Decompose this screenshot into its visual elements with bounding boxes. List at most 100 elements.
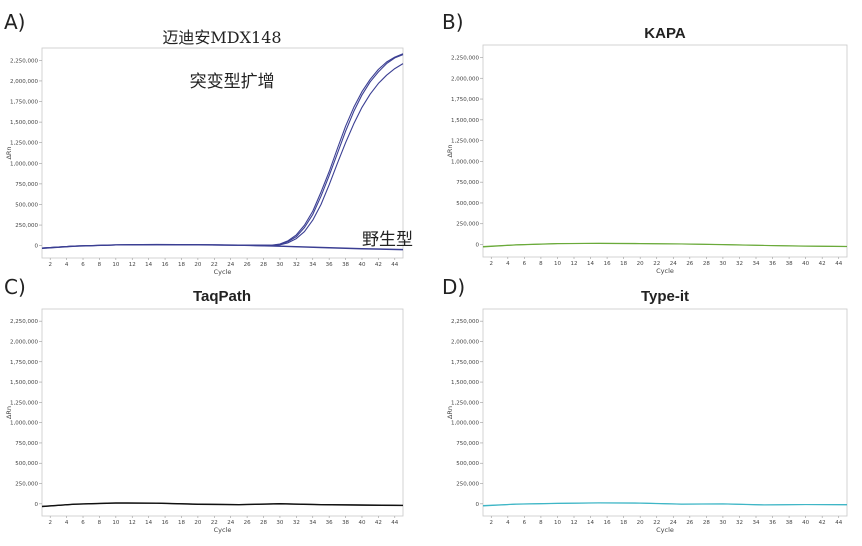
panel-a: A) 迈迪安MDX148 0 250,000 500,000 750,000 1,000… <box>0 0 430 276</box>
x-tick-label: 40 <box>802 261 809 267</box>
y-tick-label: 2,250,000 <box>451 319 479 325</box>
y-tick-label: 1,750,000 <box>451 360 479 366</box>
x-tick-label: 38 <box>342 262 349 268</box>
y-tick-label: 1,250,000 <box>10 400 38 406</box>
x-tick-label: 34 <box>753 520 760 526</box>
y-tick-label: 2,250,000 <box>10 58 38 64</box>
x-tick-label: 38 <box>786 520 793 526</box>
y-tick-label: 750,000 <box>456 180 479 186</box>
x-tick-label: 30 <box>276 262 283 268</box>
series-line-sample-3 <box>41 502 404 507</box>
x-tick-label: 44 <box>835 261 842 267</box>
x-tick-label: 44 <box>391 262 398 268</box>
y-tick-label: 250,000 <box>15 223 38 229</box>
x-tick-label: 2 <box>490 261 494 267</box>
x-tick-label: 4 <box>65 262 69 268</box>
y-tick-label: 750,000 <box>456 441 479 447</box>
x-tick-label: 12 <box>571 261 578 267</box>
y-axis-label: ΔRn <box>446 406 454 419</box>
x-tick-label: 2 <box>48 262 52 268</box>
y-tick-label: 1,500,000 <box>10 120 38 126</box>
x-tick-label: 16 <box>162 262 169 268</box>
y-tick-label: 250,000 <box>456 222 479 228</box>
y-tick-label: 1,500,000 <box>451 380 479 386</box>
x-tick-label: 6 <box>523 261 527 267</box>
x-tick-label: 44 <box>835 520 842 526</box>
x-tick-label: 14 <box>145 262 152 268</box>
x-tick-label: 10 <box>554 261 561 267</box>
x-tick-label: 20 <box>194 520 201 526</box>
y-tick-label: 2,000,000 <box>10 339 38 345</box>
x-tick-label: 42 <box>819 520 826 526</box>
y-tick-label: 750,000 <box>15 441 38 447</box>
x-tick-label: 36 <box>769 520 776 526</box>
x-tick-label: 16 <box>604 261 611 267</box>
y-tick-label: 0 <box>35 502 39 508</box>
x-tick-label: 8 <box>98 520 102 526</box>
panel-b: B) KAPA 0 250,000 500,000 750,000 1,000,000 1… <box>432 0 862 275</box>
y-tick-label: 1,750,000 <box>451 97 479 103</box>
y-tick-label: 250,000 <box>15 482 38 488</box>
y-tick-label: 500,000 <box>15 461 38 467</box>
y-tick-label: 1,750,000 <box>10 100 38 106</box>
series-line-wild-type-2 <box>41 244 404 251</box>
y-tick-label: 250,000 <box>456 482 479 488</box>
x-tick-label: 24 <box>670 261 677 267</box>
x-tick-label: 12 <box>129 262 136 268</box>
y-tick-label: 1,250,000 <box>451 139 479 145</box>
series-line-sample-2 <box>482 502 848 507</box>
x-axis-label: Cycle <box>214 268 232 276</box>
y-tick-label: 1,000,000 <box>451 159 479 165</box>
chart-svg: 0 250,000 500,000 750,000 1,000,000 1,250,000… <box>446 308 848 534</box>
x-tick-label: 20 <box>637 520 644 526</box>
y-tick-label: 1,000,000 <box>10 161 38 167</box>
x-tick-label: 32 <box>293 262 300 268</box>
x-tick-label: 40 <box>358 520 365 526</box>
x-tick-label: 2 <box>490 520 494 526</box>
chart-title: Type-it <box>640 288 690 305</box>
chart-title: KAPA <box>644 25 686 42</box>
panel-label: A) <box>4 10 26 34</box>
x-tick-label: 42 <box>375 262 382 268</box>
x-tick-label: 14 <box>145 520 152 526</box>
x-tick-label: 8 <box>539 520 543 526</box>
x-tick-label: 24 <box>227 262 234 268</box>
y-tick-label: 2,000,000 <box>451 76 479 82</box>
y-axis-label: ΔRn <box>5 406 13 419</box>
x-tick-label: 34 <box>309 262 316 268</box>
x-tick-label: 8 <box>539 261 543 267</box>
x-tick-label: 10 <box>112 262 119 268</box>
y-tick-label: 0 <box>476 243 480 249</box>
x-tick-label: 14 <box>587 520 594 526</box>
x-tick-label: 14 <box>587 261 594 267</box>
x-tick-label: 10 <box>112 520 119 526</box>
chart-svg: 0 250,000 500,000 750,000 1,000,000 1,250,000… <box>5 308 404 534</box>
y-tick-label: 1,250,000 <box>10 141 38 147</box>
x-tick-label: 32 <box>293 520 300 526</box>
x-tick-label: 24 <box>670 520 677 526</box>
y-tick-label: 2,000,000 <box>10 79 38 85</box>
x-tick-label: 44 <box>391 520 398 526</box>
chart-title: TaqPath <box>192 288 252 305</box>
x-tick-label: 10 <box>554 520 561 526</box>
x-tick-label: 26 <box>686 520 693 526</box>
y-tick-label: 0 <box>35 244 39 250</box>
x-tick-label: 30 <box>276 520 283 526</box>
annotation-label: 野生型 <box>362 230 413 250</box>
x-tick-label: 22 <box>211 520 218 526</box>
y-tick-label: 0 <box>476 502 480 508</box>
x-axis-label: Cycle <box>656 526 674 534</box>
y-tick-label: 750,000 <box>15 182 38 188</box>
x-tick-label: 18 <box>178 262 185 268</box>
y-tick-label: 1,500,000 <box>451 118 479 124</box>
panel-c: C) TaqPath 0 250,000 500,000 750,000 1,000,0… <box>0 273 430 546</box>
y-tick-label: 1,500,000 <box>10 380 38 386</box>
x-tick-label: 34 <box>753 261 760 267</box>
x-tick-label: 28 <box>260 520 267 526</box>
x-tick-label: 4 <box>65 520 69 526</box>
x-tick-label: 4 <box>506 261 510 267</box>
y-tick-label: 500,000 <box>456 461 479 467</box>
x-tick-label: 32 <box>736 520 743 526</box>
x-tick-label: 22 <box>653 520 660 526</box>
chart-svg: 0 250,000 500,000 750,000 1,000,000 1,250,000… <box>446 44 848 275</box>
